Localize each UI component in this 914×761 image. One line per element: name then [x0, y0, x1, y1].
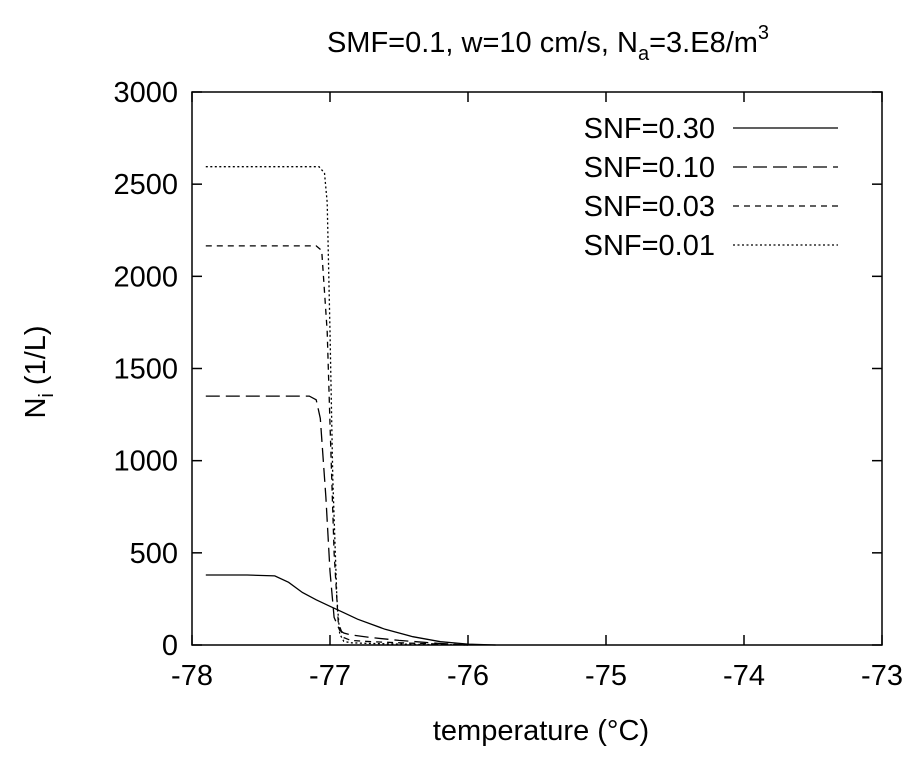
y-tick-label: 2500	[113, 169, 178, 201]
y-tick-label: 3000	[113, 77, 178, 109]
series-line-3	[205, 245, 469, 646]
series-line-2	[205, 395, 469, 646]
y-tick-label: 0	[162, 630, 178, 662]
x-tick-label: -76	[447, 660, 489, 692]
chart-title: SMF=0.1, w=10 cm/s, Na=3.E8/m3	[327, 22, 769, 65]
x-tick-label: -78	[171, 660, 213, 692]
legend-label: SNF=0.03	[584, 191, 715, 223]
x-axis-label: temperature (°C)	[433, 715, 649, 747]
plot-area	[191, 91, 883, 646]
x-axis: -78 -77 -76 -75 -74 -73	[171, 92, 903, 692]
legend: SNF=0.30 SNF=0.10 SNF=0.03 SNF=0.01	[584, 113, 838, 262]
x-tick-label: -74	[723, 660, 765, 692]
series-lines	[205, 166, 496, 646]
legend-label: SNF=0.30	[584, 113, 715, 145]
x-tick-label: -77	[309, 660, 351, 692]
legend-label: SNF=0.10	[584, 152, 715, 184]
y-axis-label: Ni (1/L)	[20, 325, 58, 418]
x-tick-label: -73	[861, 660, 903, 692]
y-tick-label: 1500	[113, 354, 178, 386]
series-line-4	[205, 166, 469, 646]
x-tick-label: -75	[585, 660, 627, 692]
series-line-1	[205, 574, 496, 646]
legend-label: SNF=0.01	[584, 230, 715, 262]
y-tick-label: 500	[130, 538, 178, 570]
y-axis: 0 500 1000 1500 2000 2500 3000	[113, 77, 882, 662]
y-tick-label: 2000	[113, 261, 178, 293]
plot-frame	[191, 91, 883, 646]
y-tick-label: 1000	[113, 446, 178, 478]
